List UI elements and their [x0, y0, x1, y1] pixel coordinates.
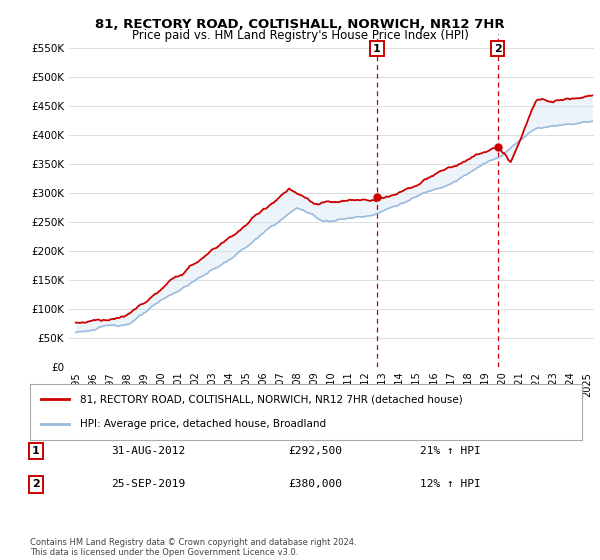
Text: 25-SEP-2019: 25-SEP-2019 — [111, 479, 185, 489]
Text: 2: 2 — [32, 479, 40, 489]
Text: 1: 1 — [32, 446, 40, 456]
Text: 21% ↑ HPI: 21% ↑ HPI — [420, 446, 481, 456]
Text: Price paid vs. HM Land Registry's House Price Index (HPI): Price paid vs. HM Land Registry's House … — [131, 29, 469, 42]
Text: 81, RECTORY ROAD, COLTISHALL, NORWICH, NR12 7HR (detached house): 81, RECTORY ROAD, COLTISHALL, NORWICH, N… — [80, 394, 463, 404]
Text: Contains HM Land Registry data © Crown copyright and database right 2024.
This d: Contains HM Land Registry data © Crown c… — [30, 538, 356, 557]
Text: 12% ↑ HPI: 12% ↑ HPI — [420, 479, 481, 489]
Text: 1: 1 — [373, 44, 381, 54]
Text: 2: 2 — [494, 44, 502, 54]
Text: 31-AUG-2012: 31-AUG-2012 — [111, 446, 185, 456]
Text: £380,000: £380,000 — [288, 479, 342, 489]
Text: 81, RECTORY ROAD, COLTISHALL, NORWICH, NR12 7HR: 81, RECTORY ROAD, COLTISHALL, NORWICH, N… — [95, 18, 505, 31]
Text: HPI: Average price, detached house, Broadland: HPI: Average price, detached house, Broa… — [80, 419, 326, 429]
Text: £292,500: £292,500 — [288, 446, 342, 456]
